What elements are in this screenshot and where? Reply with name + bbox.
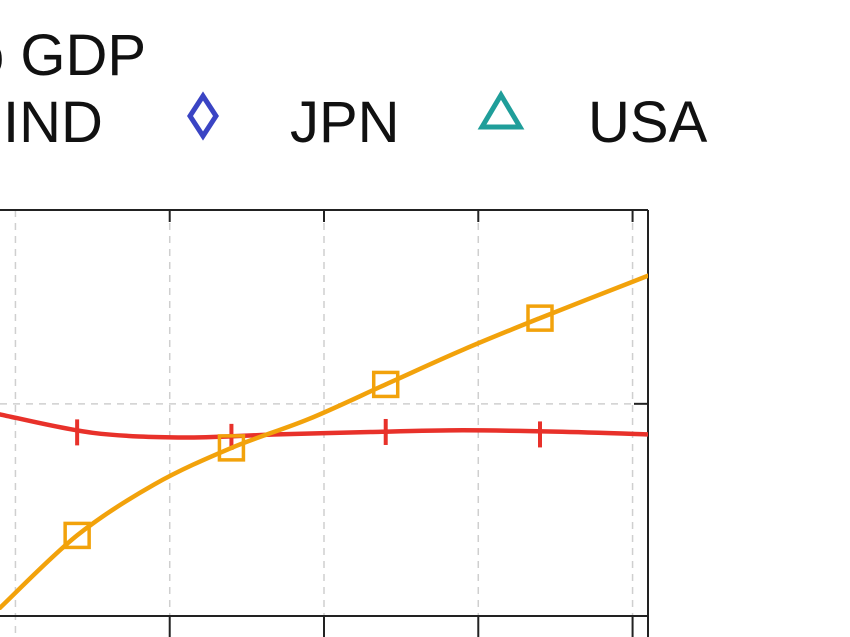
chart-title: o GDP [0, 23, 146, 88]
series-lines [0, 273, 648, 611]
legend-label-usa: USA [588, 90, 708, 155]
data-point-orange [371, 370, 400, 399]
legend-label-ind: IND [3, 90, 103, 155]
data-point-orange [217, 434, 246, 462]
legend-marker-usa-triangle-icon [477, 90, 525, 130]
legend: IND JPN USA [3, 90, 708, 155]
legend-label-jpn: JPN [290, 90, 400, 155]
data-point-orange [526, 304, 554, 332]
legend-marker-jpn-diamond-icon [187, 91, 219, 141]
axis-ticks [168, 210, 648, 637]
series-line-orange [0, 273, 648, 611]
grid-lines [0, 210, 648, 637]
series-line-red [0, 412, 648, 440]
series-orange [0, 273, 648, 611]
data-point-orange [63, 521, 91, 550]
